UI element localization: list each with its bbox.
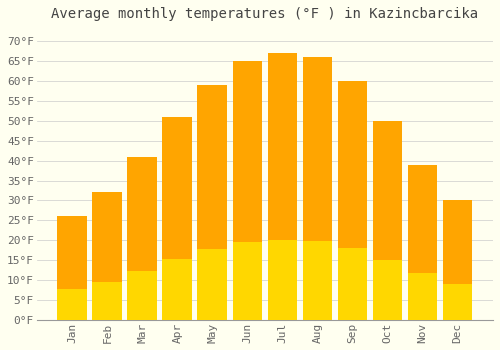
Bar [338,248,368,320]
Bar [58,216,87,320]
Bar [232,61,262,320]
Bar [408,273,438,320]
Bar [92,282,122,320]
Bar [408,164,438,320]
Bar [128,271,157,320]
Bar [162,259,192,320]
Bar [268,240,298,320]
Bar [198,250,228,320]
Bar [302,241,332,320]
Bar [232,242,262,320]
Bar [268,53,298,320]
Bar [128,156,157,320]
Bar [92,193,122,320]
Title: Average monthly temperatures (°F ) in Kazincbarcika: Average monthly temperatures (°F ) in Ka… [52,7,478,21]
Bar [372,121,402,320]
Bar [442,201,472,320]
Bar [198,85,228,320]
Bar [162,117,192,320]
Bar [372,260,402,320]
Bar [58,289,87,320]
Bar [338,81,368,320]
Bar [302,57,332,320]
Bar [442,284,472,320]
